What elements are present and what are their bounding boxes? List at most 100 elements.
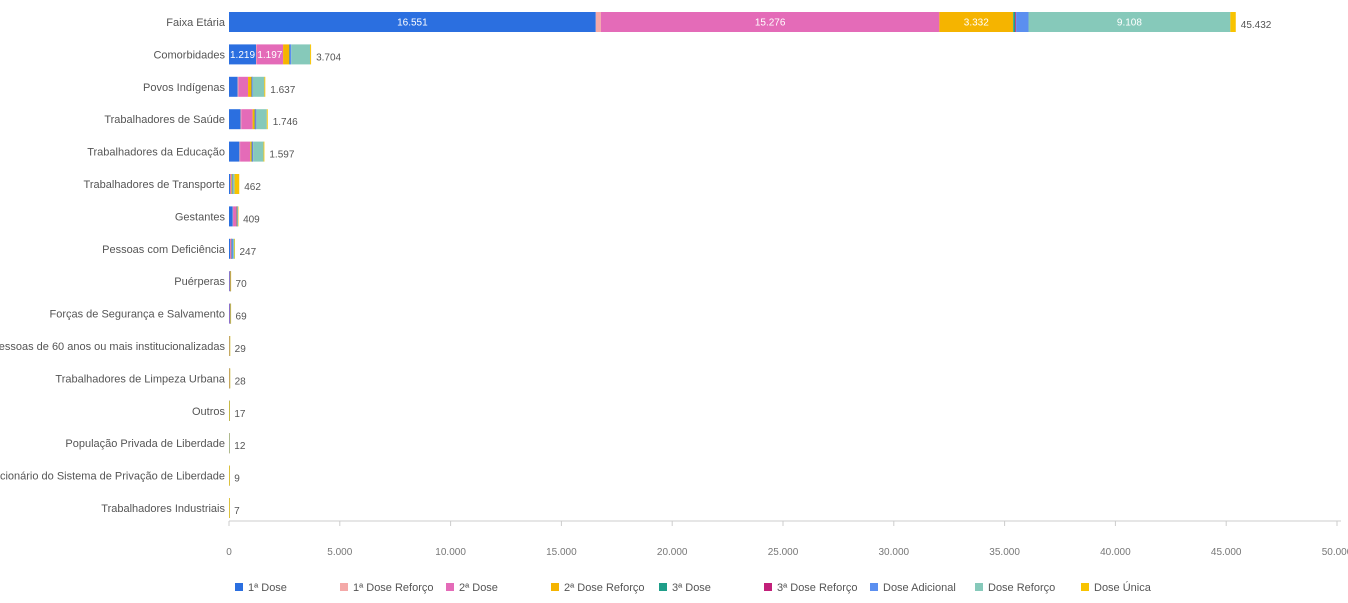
legend-swatch xyxy=(870,583,878,591)
bar-segment[interactable] xyxy=(600,12,940,32)
bar-segment[interactable] xyxy=(229,206,233,227)
bar-segment[interactable] xyxy=(1013,12,1016,32)
legend-swatch xyxy=(446,583,454,591)
legend-item[interactable]: 2ª Dose Reforço xyxy=(551,582,645,594)
bar-segment[interactable] xyxy=(1028,12,1231,32)
bar-segment[interactable] xyxy=(229,368,231,389)
bar-segment[interactable] xyxy=(289,44,290,65)
bar-segment[interactable] xyxy=(229,465,230,486)
bar-segment[interactable] xyxy=(232,174,235,194)
bar-segment[interactable] xyxy=(254,109,256,130)
bar-segment[interactable] xyxy=(229,141,240,162)
bar-segment[interactable] xyxy=(250,141,252,162)
bar-total-label: 28 xyxy=(235,376,247,387)
category-label: Puérperas xyxy=(174,276,225,288)
bar-segment[interactable] xyxy=(231,174,233,194)
bar-segment[interactable] xyxy=(229,12,596,32)
bar-segment[interactable] xyxy=(256,44,284,65)
x-tick-label: 20.000 xyxy=(657,547,688,558)
bar-segment[interactable] xyxy=(1016,12,1029,32)
category-label: Pessoas de 60 anos ou mais institucional… xyxy=(0,341,225,353)
bar-segment[interactable] xyxy=(256,44,257,65)
bar-segment[interactable] xyxy=(283,44,290,65)
bar-segment[interactable] xyxy=(231,238,234,259)
bar-segment[interactable] xyxy=(291,44,311,65)
bar-segment[interactable] xyxy=(239,141,241,162)
bar-segment[interactable] xyxy=(238,76,249,97)
legend-item[interactable]: Dose Reforço xyxy=(975,582,1055,594)
category-label: Comorbidades xyxy=(153,49,225,61)
bar-segment[interactable] xyxy=(253,141,264,162)
bar-segment[interactable] xyxy=(229,76,238,97)
bar-segment[interactable] xyxy=(230,271,232,292)
bar-segment[interactable] xyxy=(248,76,252,97)
legend-swatch xyxy=(235,583,243,591)
legend-item[interactable]: 3ª Dose xyxy=(659,582,711,594)
bar-segment[interactable] xyxy=(251,76,252,97)
legend-item[interactable]: 3ª Dose Reforço xyxy=(764,582,858,594)
bar-segment[interactable] xyxy=(266,109,268,130)
x-tick-label: 5.000 xyxy=(327,547,352,558)
bar-segment[interactable] xyxy=(229,271,230,292)
bar-segment[interactable] xyxy=(229,400,230,421)
legend-label: 2ª Dose Reforço xyxy=(564,582,645,594)
bar-total-label: 1.637 xyxy=(270,85,295,96)
bar-segment[interactable] xyxy=(252,76,265,97)
bar-segment[interactable] xyxy=(237,206,239,227)
bar-segment[interactable] xyxy=(241,109,253,130)
bar-segment[interactable] xyxy=(230,174,232,194)
bar-segment[interactable] xyxy=(1230,12,1236,32)
bar-segment[interactable] xyxy=(240,109,242,130)
bar-segment[interactable] xyxy=(229,433,230,454)
legend-item[interactable]: Dose Única xyxy=(1081,581,1152,594)
bar-segment[interactable] xyxy=(229,336,231,356)
bar-total-label: 1.597 xyxy=(269,150,294,161)
bar-total-label: 247 xyxy=(239,247,256,258)
bar-segment[interactable] xyxy=(234,174,240,194)
bar-segment[interactable] xyxy=(289,44,292,65)
bar-segment[interactable] xyxy=(310,44,312,65)
bar-segment[interactable] xyxy=(264,76,266,97)
bar-segment[interactable] xyxy=(236,206,238,227)
legend-item[interactable]: 1ª Dose xyxy=(235,582,287,594)
bar-segment[interactable] xyxy=(229,498,230,518)
bar-segment[interactable] xyxy=(232,174,233,194)
bar-segment[interactable] xyxy=(229,238,230,259)
bar-total-label: 3.704 xyxy=(316,52,341,63)
bar-segment[interactable] xyxy=(229,303,231,324)
legend-label: 3ª Dose Reforço xyxy=(777,582,858,594)
bar-segment[interactable] xyxy=(230,303,232,324)
bar-total-label: 17 xyxy=(234,409,246,420)
bar-segment[interactable] xyxy=(229,109,241,130)
x-tick-label: 15.000 xyxy=(546,547,577,558)
bar-segment[interactable] xyxy=(595,12,601,32)
bar-segment[interactable] xyxy=(263,141,265,162)
legend-item[interactable]: 2ª Dose xyxy=(446,582,498,594)
bar-segment[interactable] xyxy=(251,141,253,162)
bar-segment[interactable] xyxy=(252,109,255,130)
bar-segment[interactable] xyxy=(252,141,254,162)
bar-segment[interactable] xyxy=(233,206,237,227)
bar-segment[interactable] xyxy=(251,76,253,97)
bar-segment[interactable] xyxy=(229,44,257,65)
bar-segment[interactable] xyxy=(237,206,238,227)
bar-segment[interactable] xyxy=(229,303,230,324)
bar-segment[interactable] xyxy=(237,76,239,97)
bar-segment[interactable] xyxy=(240,141,251,162)
bar-segment[interactable] xyxy=(229,271,231,292)
bar-segment[interactable] xyxy=(233,238,235,259)
bar-segment[interactable] xyxy=(231,174,232,194)
bar-segment[interactable] xyxy=(230,238,232,259)
bar-segment[interactable] xyxy=(939,12,1014,32)
legend-item[interactable]: 1ª Dose Reforço xyxy=(340,582,434,594)
bar-segment[interactable] xyxy=(1015,12,1017,32)
bar-segment[interactable] xyxy=(255,109,257,130)
bar-total-label: 70 xyxy=(236,279,248,290)
bar-segment[interactable] xyxy=(234,238,235,259)
bar-segment[interactable] xyxy=(256,109,267,130)
bar-segment[interactable] xyxy=(232,206,234,227)
bar-segment[interactable] xyxy=(229,174,230,194)
segment-value-label: 1.219 xyxy=(230,50,255,61)
legend-item[interactable]: Dose Adicional xyxy=(870,582,956,594)
bars-layer: 16.551 15.276 3.332 9.108 1.219 1.197 xyxy=(229,12,1236,518)
